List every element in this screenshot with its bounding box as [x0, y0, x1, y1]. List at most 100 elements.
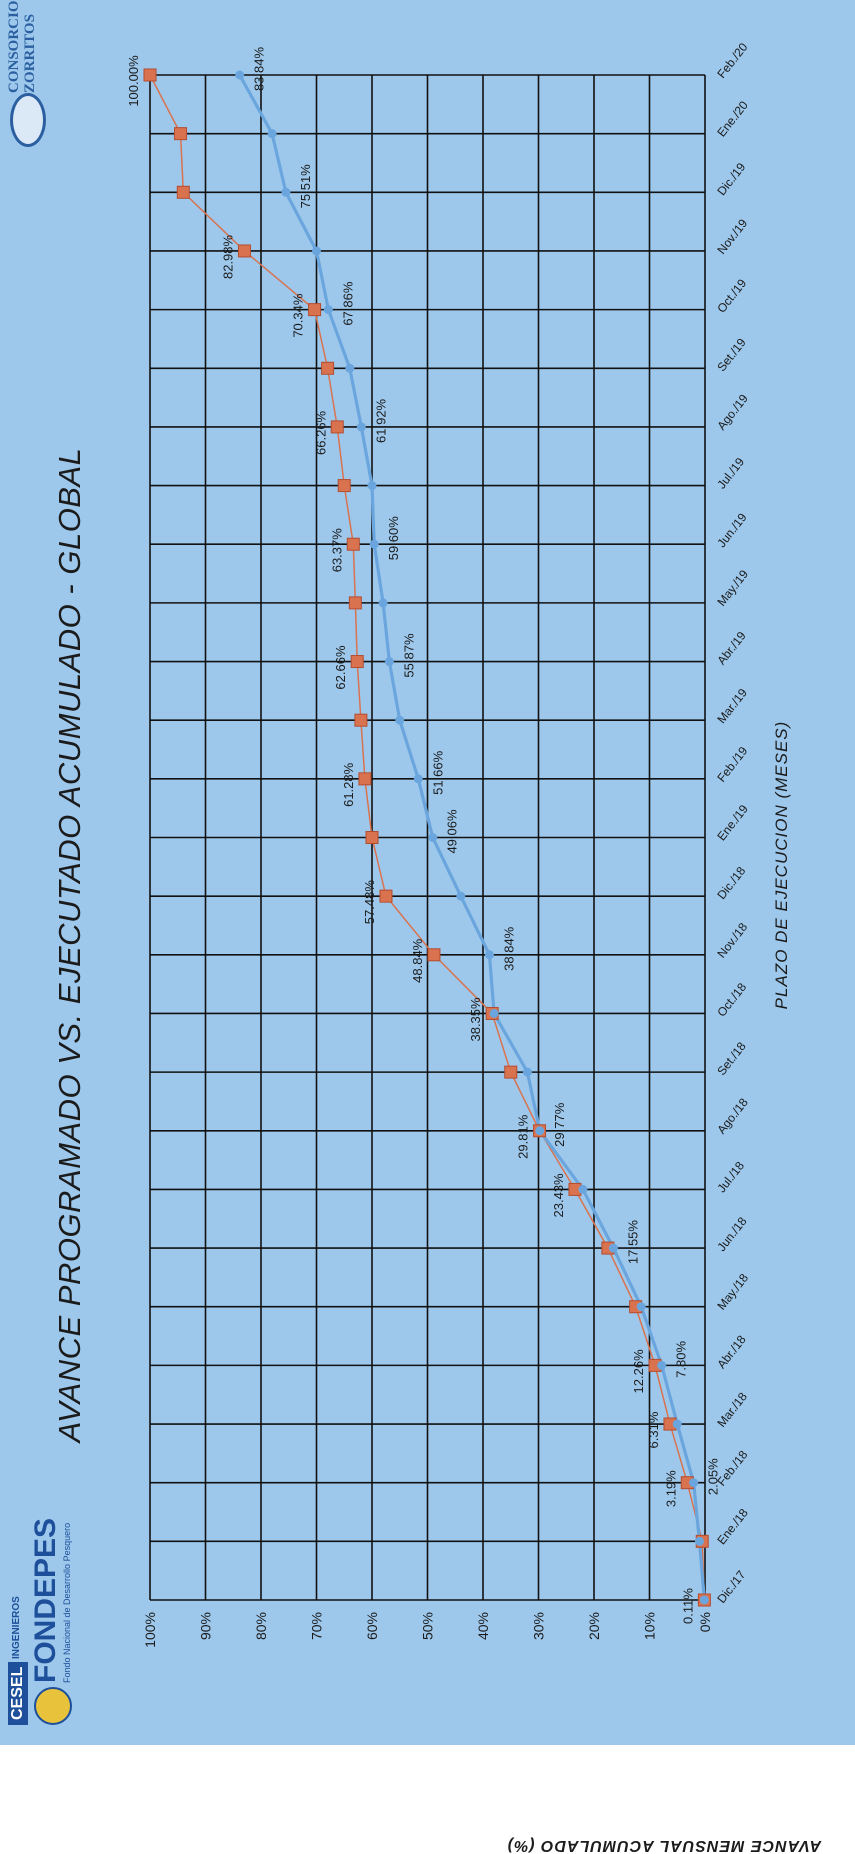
data-label-programado: 62.66%	[333, 645, 348, 690]
point-ejecutado	[369, 539, 379, 549]
point-ejecutado	[522, 1067, 532, 1077]
data-label-programado: 23.43%	[551, 1173, 566, 1218]
data-label-ejecutado: 83.84%	[252, 47, 267, 92]
data-label-programado: 12.26%	[631, 1349, 646, 1394]
data-label-ejecutado: 7.80%	[674, 1341, 689, 1378]
point-ejecutado	[312, 246, 321, 256]
x-tick-label: Feb./20	[714, 40, 750, 81]
x-tick-label: May./19	[714, 567, 751, 609]
data-label-ejecutado: 49.06%	[445, 809, 460, 854]
y-tick-label: 0%	[697, 1612, 713, 1632]
y-tick-label: 30%	[531, 1612, 547, 1640]
point-programado	[330, 420, 344, 434]
point-ejecutado	[694, 1536, 704, 1546]
point-ejecutado	[281, 187, 291, 197]
data-label-programado: 38.35%	[468, 997, 483, 1042]
point-ejecutado	[378, 598, 388, 608]
data-label-ejecutado: 67.86%	[340, 281, 355, 326]
point-ejecutado	[428, 833, 438, 842]
data-label-ejecutado: 29.77%	[552, 1102, 567, 1147]
point-programado	[379, 889, 393, 903]
x-tick-label: Ene./20	[714, 98, 751, 139]
y-tick-label: 60%	[364, 1612, 380, 1640]
data-label-ejecutado: 51.66%	[430, 750, 445, 795]
point-ejecutado	[413, 774, 423, 784]
data-label-programado: 100.00%	[126, 55, 141, 107]
y-tick-label: 80%	[253, 1612, 269, 1640]
point-ejecutado	[356, 422, 366, 432]
data-label-ejecutado: 2.05%	[706, 1458, 721, 1495]
data-label-ejecutado: 61.92%	[373, 398, 388, 443]
x-tick-label: Ene./19	[714, 802, 751, 843]
point-ejecutado	[636, 1302, 646, 1312]
point-programado	[348, 596, 362, 610]
x-tick-label: Oct./19	[714, 276, 749, 315]
x-tick-label: Ago./19	[714, 391, 751, 432]
x-tick-label: Feb./19	[714, 744, 750, 785]
data-label-programado: 61.28%	[341, 762, 356, 807]
point-ejecutado	[345, 363, 355, 373]
data-label-programado: 3.19%	[663, 1470, 678, 1507]
point-programado	[350, 655, 364, 669]
x-tick-label: Oct./18	[714, 980, 749, 1019]
point-programado	[174, 127, 188, 141]
point-programado	[346, 537, 360, 551]
point-programado	[143, 68, 157, 82]
point-programado	[354, 713, 368, 727]
point-programado	[427, 948, 441, 962]
point-ejecutado	[535, 1126, 545, 1136]
point-programado	[504, 1065, 518, 1079]
data-label-programado: 63.37%	[329, 528, 344, 573]
x-tick-label: Abr./18	[714, 1332, 749, 1371]
point-programado	[321, 361, 335, 375]
point-ejecutado	[367, 481, 377, 491]
data-label-programado: 70.34%	[291, 293, 306, 338]
data-label-programado: 57.48%	[362, 880, 377, 925]
x-tick-label: Set./19	[714, 335, 749, 374]
point-ejecutado	[699, 1595, 709, 1605]
point-ejecutado	[384, 657, 394, 667]
x-tick-label: Set./18	[714, 1039, 749, 1078]
point-programado	[337, 479, 351, 493]
y-tick-label: 10%	[642, 1612, 658, 1640]
point-ejecutado	[235, 70, 245, 80]
data-label-ejecutado: 55.87%	[401, 633, 416, 678]
point-programado	[358, 772, 372, 786]
y-tick-label: 70%	[309, 1612, 325, 1640]
point-programado	[237, 244, 251, 258]
x-tick-label: Mar./19	[714, 686, 750, 726]
data-label-ejecutado: 59.60%	[386, 516, 401, 561]
data-label-ejecutado: 17.55%	[625, 1220, 640, 1265]
point-ejecutado	[578, 1184, 588, 1194]
x-tick-label: Dic./18	[714, 864, 748, 902]
point-ejecutado	[395, 715, 405, 725]
point-ejecutado	[689, 1478, 699, 1488]
y-axis-label: AVANCE MENSUAL ACUMULADO (%)	[506, 1837, 822, 1854]
x-tick-label: Jul./19	[714, 455, 747, 492]
data-label-ejecutado: 38.84%	[501, 926, 516, 971]
x-tick-label: Jul./18	[714, 1159, 747, 1196]
x-tick-label: Nov./18	[714, 920, 750, 961]
x-tick-label: Ene./18	[714, 1506, 751, 1547]
point-ejecutado	[323, 305, 333, 315]
y-tick-label: 100%	[142, 1612, 158, 1648]
x-tick-label: Nov./19	[714, 216, 750, 257]
point-programado	[365, 831, 379, 844]
point-ejecutado	[267, 129, 277, 139]
data-label-programado: 48.84%	[410, 938, 425, 983]
data-label-programado: 29.81%	[516, 1114, 531, 1159]
data-label-ejecutado: 75.51%	[298, 164, 313, 209]
y-tick-label: 50%	[420, 1612, 436, 1640]
point-ejecutado	[657, 1360, 667, 1370]
y-tick-label: 20%	[586, 1612, 602, 1640]
x-tick-label: Ago./18	[714, 1095, 751, 1136]
data-label-programado: 6.31%	[646, 1411, 661, 1448]
data-label-programado: 0.11%	[680, 1588, 695, 1624]
x-tick-label: May./18	[714, 1271, 751, 1313]
data-label-programado: 66.26%	[313, 410, 328, 455]
point-programado	[176, 185, 190, 199]
line-chart: 0% 10% 20% 30% 40% 50% 60% 70% 80% 90% 100% Dic./17…	[126, 40, 751, 1648]
data-label-programado: 82.98%	[220, 234, 235, 279]
y-tick-label: 90%	[198, 1612, 214, 1640]
